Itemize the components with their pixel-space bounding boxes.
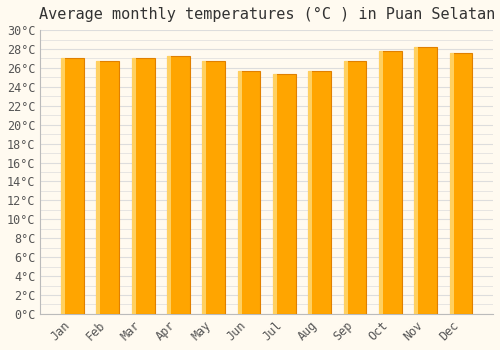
Bar — [414, 47, 437, 314]
Bar — [61, 58, 65, 314]
Bar — [96, 61, 119, 314]
Bar — [379, 51, 402, 314]
Bar — [450, 53, 454, 314]
Bar — [308, 71, 331, 314]
Bar — [202, 61, 206, 314]
Bar — [273, 74, 277, 314]
Bar — [273, 74, 296, 314]
Bar — [61, 58, 84, 314]
Bar — [238, 71, 260, 314]
Bar — [308, 71, 312, 314]
Bar — [167, 56, 171, 314]
Bar — [450, 53, 472, 314]
Bar — [344, 61, 366, 314]
Bar — [167, 56, 190, 314]
Title: Average monthly temperatures (°C ) in Puan Selatan: Average monthly temperatures (°C ) in Pu… — [38, 7, 495, 22]
Bar — [96, 61, 100, 314]
Bar — [202, 61, 225, 314]
Bar — [238, 71, 242, 314]
Bar — [132, 58, 136, 314]
Bar — [414, 47, 418, 314]
Bar — [132, 58, 154, 314]
Bar — [379, 51, 383, 314]
Bar — [344, 61, 347, 314]
